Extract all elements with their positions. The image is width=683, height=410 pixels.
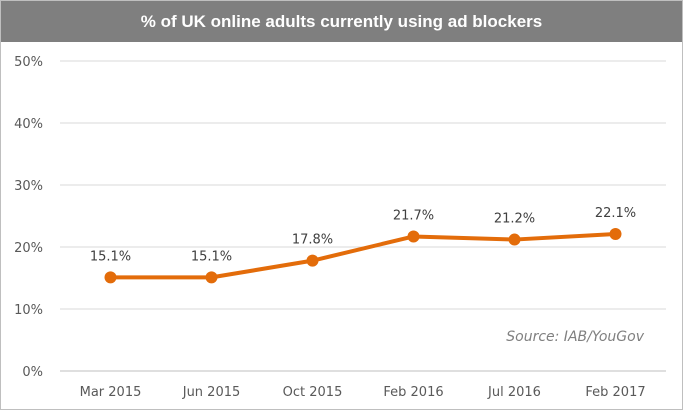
data-point	[104, 271, 117, 284]
y-tick-label: 20%	[14, 241, 43, 256]
data-label: 22.1%	[595, 206, 636, 221]
y-tick-label: 40%	[14, 117, 43, 132]
y-tick-label: 30%	[14, 179, 43, 194]
x-tick-label: Jul 2016	[487, 385, 541, 400]
x-tick-label: Jun 2015	[182, 385, 241, 400]
chart-title: % of UK online adults currently using ad…	[1, 1, 682, 42]
data-label: 21.7%	[393, 208, 434, 223]
x-tick-label: Mar 2015	[80, 385, 142, 400]
data-point	[508, 233, 521, 246]
source-note: Source: IAB/YouGov	[506, 329, 644, 345]
data-label: 15.1%	[191, 249, 232, 264]
x-tick-label: Feb 2016	[383, 385, 443, 400]
x-tick-label: Feb 2017	[585, 385, 645, 400]
data-point	[407, 230, 420, 243]
x-tick-label: Oct 2015	[283, 385, 343, 400]
y-tick-label: 10%	[14, 303, 43, 318]
data-point	[306, 254, 319, 267]
y-tick-label: 50%	[14, 55, 43, 70]
data-label: 21.2%	[494, 212, 535, 227]
data-label: 15.1%	[90, 249, 131, 264]
data-label: 17.8%	[292, 233, 333, 248]
y-tick-label: 0%	[22, 365, 43, 380]
series-line	[108, 231, 618, 280]
data-point	[609, 227, 622, 240]
data-point	[205, 271, 218, 284]
